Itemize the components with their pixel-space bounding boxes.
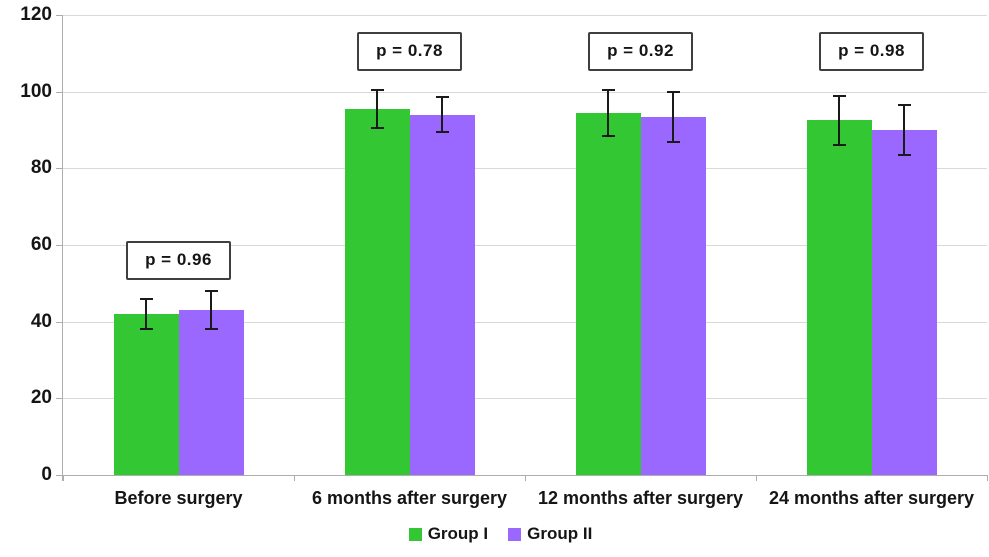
error-bar-cap-top-group-i-cat1: [370, 88, 384, 91]
x-category-label-3: 24 months after surgery: [768, 488, 975, 508]
bar-group-ii-cat0: [178, 310, 244, 475]
y-tick-80: [56, 168, 63, 170]
error-bar-group-i-cat0: [145, 298, 147, 330]
y-tick-label-60: 60: [30, 234, 52, 255]
x-category-label-1: 6 months after surgery: [311, 488, 508, 508]
error-bar-group-ii-cat1: [441, 97, 443, 132]
error-bar-group-i-cat2: [607, 89, 609, 136]
error-bar-group-i-cat3: [838, 95, 840, 146]
bar-group-ii-cat2: [640, 116, 706, 475]
legend-label-group-ii: Group II: [527, 524, 593, 543]
x-tick-1: [294, 475, 295, 481]
p-value-box-0: p = 0.96: [126, 240, 231, 280]
error-bar-cap-bottom-group-ii-cat1: [435, 130, 449, 133]
y-tick-label-40: 40: [30, 310, 52, 332]
p-value-box-2: p = 0.92: [588, 31, 693, 71]
error-bar-group-ii-cat0: [210, 291, 212, 330]
legend: Group I Group II: [0, 524, 989, 544]
legend-swatch-group-ii: [508, 527, 522, 541]
y-tick-label-100: 100: [20, 80, 52, 102]
error-bar-group-ii-cat3: [903, 105, 905, 155]
legend-item-group-ii: Group II: [508, 524, 592, 544]
bar-group-ii-cat3: [871, 130, 937, 475]
error-bar-group-ii-cat2: [672, 91, 674, 142]
error-bar-cap-top-group-ii-cat0: [204, 290, 218, 292]
y-tick-20: [56, 398, 63, 400]
bar-group-i-cat0: [113, 314, 179, 475]
bar-group-i-cat3: [806, 120, 872, 475]
x-tick-4: [987, 475, 988, 481]
error-bar-cap-bottom-group-i-cat1: [370, 127, 384, 130]
y-tick-120: [56, 15, 63, 16]
error-bar-cap-bottom-group-ii-cat0: [204, 328, 218, 331]
plot-area: p = 0.96 p = 0.78 p = 0.92 p = 0.98: [62, 15, 987, 481]
legend-label-group-i: Group I: [427, 524, 489, 543]
y-tick-100: [56, 91, 63, 93]
error-bar-cap-bottom-group-ii-cat2: [666, 140, 680, 143]
gridline-60: [63, 245, 987, 246]
error-bar-cap-top-group-ii-cat3: [897, 104, 911, 107]
y-tick-60: [56, 245, 63, 246]
gridline-40: [63, 321, 987, 323]
bar-group-ii-cat1: [409, 114, 475, 475]
y-tick-0: [56, 475, 63, 476]
y-tick-40: [56, 321, 63, 323]
gridline-20: [63, 398, 987, 400]
error-bar-cap-top-group-ii-cat1: [435, 96, 449, 99]
error-bar-group-i-cat1: [376, 89, 378, 129]
bar-group-i-cat1: [344, 108, 410, 475]
error-bar-cap-bottom-group-i-cat2: [601, 134, 615, 137]
x-category-label-0: Before surgery: [114, 488, 243, 508]
x-tick-3: [756, 475, 757, 481]
error-bar-cap-top-group-ii-cat2: [666, 90, 680, 93]
p-value-box-1: p = 0.78: [357, 31, 462, 71]
gridline-120: [63, 15, 987, 16]
y-tick-label-120: 120: [20, 4, 52, 25]
gridline-100: [63, 91, 987, 93]
error-bar-cap-bottom-group-i-cat0: [139, 328, 153, 331]
y-tick-label-0: 0: [41, 464, 52, 485]
gridline-80: [63, 168, 987, 170]
y-tick-label-80: 80: [30, 157, 52, 179]
y-tick-label-20: 20: [30, 387, 52, 409]
error-bar-cap-bottom-group-i-cat3: [832, 144, 846, 147]
error-bar-cap-bottom-group-ii-cat3: [897, 153, 911, 156]
p-value-box-3: p = 0.98: [819, 31, 924, 71]
error-bar-cap-top-group-i-cat2: [601, 88, 615, 91]
bar-group-i-cat2: [575, 112, 641, 475]
y-axis-line: [62, 15, 63, 481]
legend-swatch-group-i: [408, 527, 422, 541]
x-tick-2: [525, 475, 526, 481]
legend-item-group-i: Group I: [408, 524, 489, 544]
x-tick-0: [63, 475, 64, 481]
error-bar-cap-top-group-i-cat0: [139, 297, 153, 300]
x-category-label-2: 12 months after surgery: [537, 488, 744, 508]
error-bar-cap-top-group-i-cat3: [832, 94, 846, 97]
